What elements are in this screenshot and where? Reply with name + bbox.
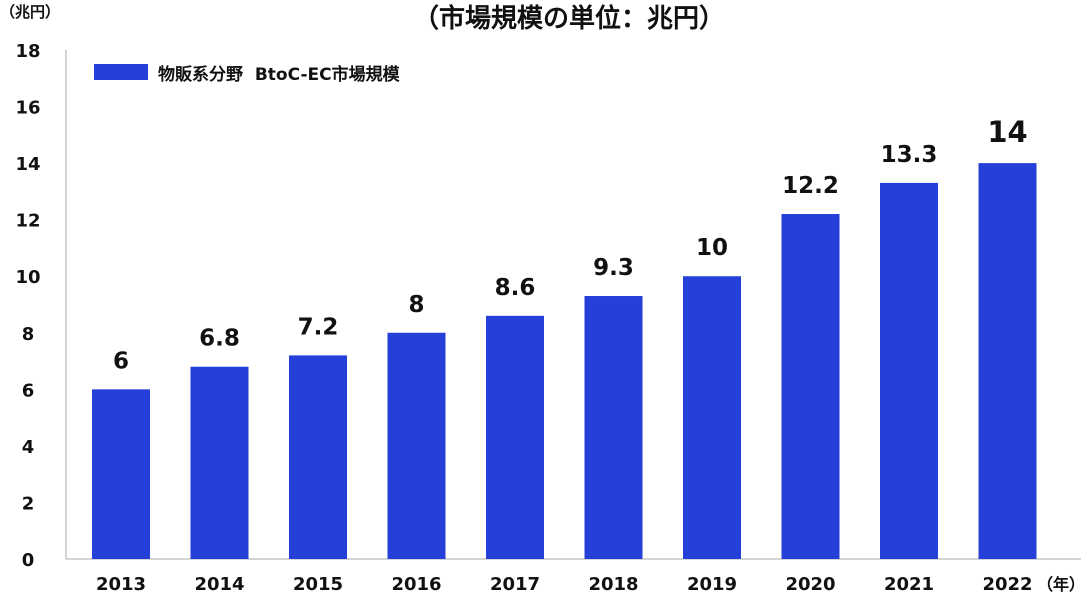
data-label: 8.6 bbox=[495, 275, 536, 301]
bar-series bbox=[92, 163, 1037, 559]
x-tick-label: 2018 bbox=[588, 574, 638, 595]
bar bbox=[289, 355, 347, 559]
bar bbox=[978, 163, 1037, 559]
x-tick-label: 2015 bbox=[293, 574, 343, 595]
x-tick-label: 2019 bbox=[687, 574, 737, 595]
legend: 物販系分野 BtoC-EC市場規模 bbox=[94, 64, 401, 85]
data-label: 6 bbox=[113, 348, 129, 374]
y-tick-label: 4 bbox=[22, 437, 35, 458]
data-label: 8 bbox=[408, 292, 424, 318]
chart-title: （市場規模の単位：兆円） bbox=[413, 3, 725, 34]
x-tick-label: 2021 bbox=[884, 574, 934, 595]
y-tick-label: 12 bbox=[15, 211, 40, 232]
bar bbox=[92, 389, 150, 559]
bar bbox=[190, 366, 249, 559]
x-tick-label: 2020 bbox=[785, 574, 835, 595]
data-label: 6.8 bbox=[199, 326, 240, 352]
y-tick-label: 18 bbox=[15, 41, 40, 62]
x-tick-label: 2016 bbox=[391, 574, 441, 595]
data-label: 13.3 bbox=[881, 142, 938, 168]
bar bbox=[880, 182, 938, 559]
y-tick-label: 8 bbox=[22, 324, 35, 345]
y-tick-label: 0 bbox=[22, 550, 35, 571]
tick-labels: 0 2 4 6 8 10 12 14 16 18 2013 2014 2015 2016 2017 2018 2… bbox=[15, 41, 1032, 595]
x-axis-unit-label: （年） bbox=[1037, 575, 1081, 594]
bar bbox=[486, 315, 544, 559]
data-labels: 6 6.8 7.2 8 8.6 9.3 10 12.2 13.3 14 bbox=[113, 115, 1028, 374]
x-tick-label: 2022 bbox=[982, 574, 1032, 595]
y-axis-unit-label: （兆円） bbox=[0, 3, 60, 21]
y-tick-label: 16 bbox=[15, 98, 40, 119]
x-tick-label: 2017 bbox=[490, 574, 540, 595]
bar bbox=[584, 296, 643, 559]
data-label: 7.2 bbox=[298, 314, 339, 340]
bar bbox=[683, 276, 741, 559]
x-tick-label: 2014 bbox=[194, 574, 244, 595]
legend-swatch bbox=[94, 64, 148, 80]
bar bbox=[781, 214, 840, 559]
data-label: 12.2 bbox=[782, 173, 839, 199]
y-tick-label: 14 bbox=[15, 154, 40, 175]
data-label: 10 bbox=[696, 235, 728, 261]
x-tick-label: 2013 bbox=[96, 574, 146, 595]
bar bbox=[387, 332, 446, 559]
y-tick-label: 2 bbox=[22, 493, 35, 514]
y-tick-label: 6 bbox=[22, 380, 35, 401]
data-label: 9.3 bbox=[593, 255, 634, 281]
y-tick-label: 10 bbox=[15, 267, 40, 288]
legend-label: 物販系分野 BtoC-EC市場規模 bbox=[158, 64, 401, 85]
data-label: 14 bbox=[987, 115, 1027, 149]
